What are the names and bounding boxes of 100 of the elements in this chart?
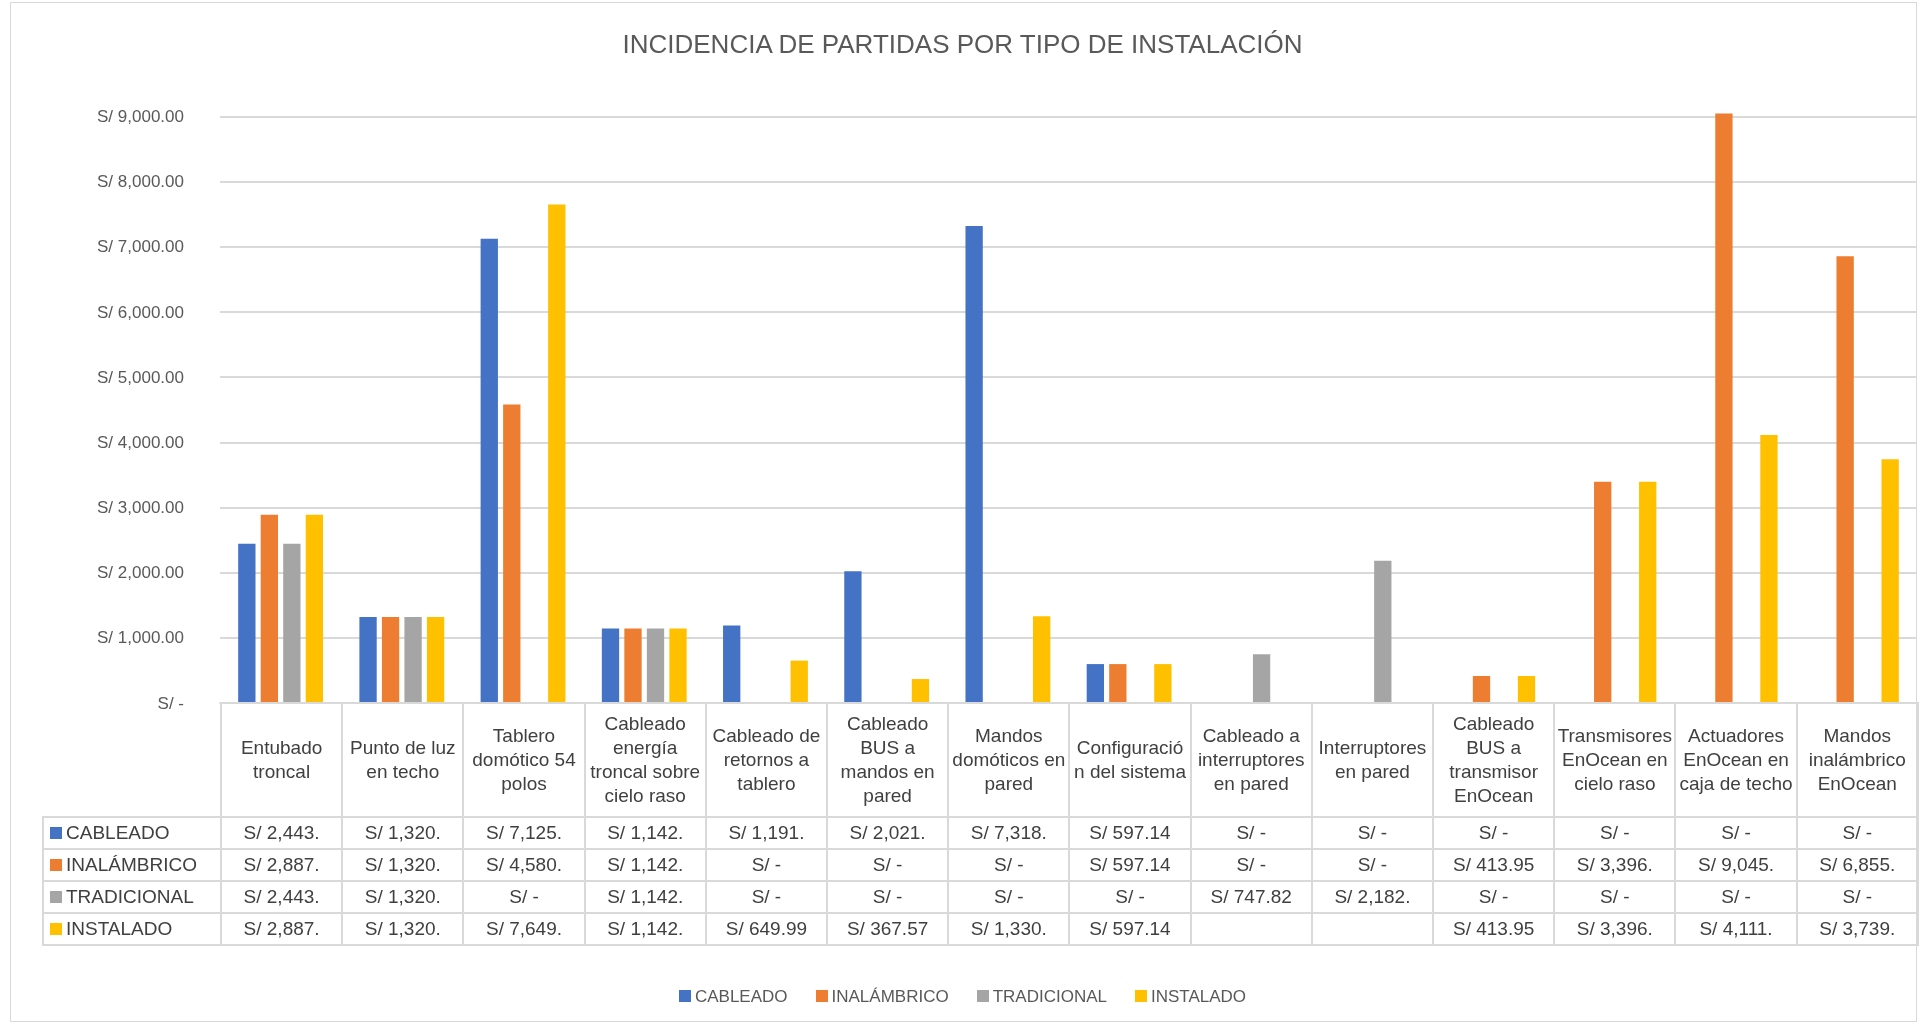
y-tick-label: S/ 5,000.00 — [97, 367, 184, 387]
bar — [1594, 481, 1612, 703]
data-label: S/ 2,887. — [221, 913, 343, 945]
text: S/ - — [751, 886, 782, 907]
text: S/ - — [1600, 886, 1630, 907]
bar — [548, 204, 566, 703]
text: S/ - — [1478, 822, 1509, 843]
text: S/ - — [1357, 822, 1388, 843]
bar — [1715, 113, 1733, 703]
bar — [624, 628, 642, 703]
text: CABLEADO — [694, 987, 788, 1006]
x-tick-label: Punto de luz en techo — [342, 703, 464, 817]
data-label: S/ 2,021. — [827, 817, 949, 849]
bar — [1033, 616, 1051, 703]
text: S/ - — [751, 854, 782, 875]
text: S/ - — [1721, 886, 1751, 907]
bar — [1472, 676, 1491, 703]
data-label: S/ 597.14 — [1069, 913, 1191, 945]
data-label: S/ 7,649. — [463, 913, 585, 945]
x-tick-label: Interruptores en pared — [1311, 703, 1434, 817]
text: S/ - — [994, 854, 1024, 875]
data-label: S/ 1,320. — [342, 913, 464, 945]
y-tick-label: S/ 8,000.00 — [97, 172, 184, 192]
text: S/ - — [1842, 886, 1873, 907]
data-label: S/ 747.82 — [1190, 881, 1312, 913]
bar — [1374, 560, 1392, 703]
x-tick-label: Actuadores EnOcean en caja de techo — [1675, 703, 1797, 817]
data-label: S/ 6,855. — [1796, 849, 1918, 881]
data-label: S/ 1,142. — [584, 881, 706, 913]
data-label: S/ 3,739. — [1796, 913, 1918, 945]
data-label: S/ 4,580. — [463, 849, 585, 881]
y-tick-label: S/ 3,000.00 — [97, 498, 184, 518]
x-tick-label: Cableado BUS a mandos en pared — [827, 703, 949, 817]
text: S/ - — [1236, 854, 1266, 875]
bar — [844, 571, 862, 703]
x-tick-label: Cableado BUS a transmisor EnOcean — [1433, 703, 1555, 817]
legend-label: CABLEADO — [43, 817, 221, 849]
bar — [723, 625, 741, 703]
x-tick-label: Cableado energía troncal sobre cielo raso — [584, 703, 706, 817]
data-label: S/ 9,045. — [1675, 849, 1797, 881]
x-tick-label: Cableado a interruptores en pared — [1190, 703, 1312, 817]
data-label: S/ 1,142. — [584, 817, 706, 849]
text: S/ - — [1236, 822, 1266, 843]
legend-label: INALÁMBRICO — [43, 849, 221, 881]
bar — [260, 514, 279, 703]
bar — [1836, 256, 1854, 703]
bar — [646, 628, 665, 703]
data-label: S/ 3,396. — [1554, 849, 1676, 881]
data-label: S/ 3,396. — [1554, 913, 1676, 945]
bar — [1252, 654, 1271, 703]
bar — [381, 616, 400, 703]
text: S/ - — [1721, 822, 1751, 843]
x-tick-label: Mandos inalámbrico EnOcean — [1796, 703, 1918, 817]
x-tick-label: Entubado troncal — [221, 703, 343, 817]
text: TRADICIONAL — [992, 987, 1107, 1006]
text: S/ - — [1478, 886, 1509, 907]
bar — [1086, 664, 1104, 703]
text: S/ - — [1600, 822, 1630, 843]
bar — [283, 543, 301, 703]
data-label: S/ 413.95 — [1433, 849, 1555, 881]
bar — [1760, 435, 1778, 703]
bar — [404, 616, 422, 703]
data-label: S/ 1,191. — [705, 817, 828, 849]
data-label: S/ 367.57 — [827, 913, 949, 945]
legend-label: INSTALADO — [43, 913, 221, 945]
bar — [503, 404, 521, 703]
bar — [480, 238, 498, 703]
bar — [1881, 459, 1899, 703]
x-tick-label: Cableado de retornos a tablero — [705, 703, 828, 817]
data-label: S/ 597.14 — [1069, 817, 1191, 849]
chart-title: INCIDENCIA DE PARTIDAS POR TIPO DE INSTALACIÓN — [622, 29, 1303, 59]
bar — [965, 226, 983, 703]
data-label: S/ 2,182. — [1311, 881, 1434, 913]
data-label: S/ 2,443. — [221, 817, 343, 849]
bar — [1109, 664, 1127, 703]
y-tick-label: S/ 4,000.00 — [97, 432, 184, 452]
text: S/ - — [872, 854, 903, 875]
y-tick-label: S/ - — [157, 693, 184, 713]
x-tick-label: Configuración del sistema — [1069, 703, 1191, 817]
data-label: S/ 4,111. — [1675, 913, 1797, 945]
bar — [426, 616, 445, 703]
bar — [1517, 676, 1536, 703]
bar — [790, 660, 808, 703]
data-label: S/ 1,320. — [342, 849, 464, 881]
data-label: S/ 2,443. — [221, 881, 343, 913]
data-label: S/ 649.99 — [705, 913, 828, 945]
data-label: S/ 7,125. — [463, 817, 585, 849]
x-tick-label: Mandos domóticos en pared — [948, 703, 1070, 817]
bar — [238, 543, 256, 703]
x-tick-label: Transmisores EnOcean en cielo raso — [1554, 703, 1676, 817]
y-tick-label: S/ 1,000.00 — [97, 628, 184, 648]
bar — [601, 628, 620, 703]
text: S/ - — [872, 886, 903, 907]
y-tick-label: S/ 7,000.00 — [97, 237, 184, 257]
bar — [305, 514, 324, 703]
data-label: S/ 1,142. — [584, 849, 706, 881]
text: S/ - — [1842, 822, 1873, 843]
x-tick-label: Tablero domótico 54 polos — [463, 703, 585, 817]
legend-label: TRADICIONAL — [43, 881, 221, 913]
text: S/ - — [1115, 886, 1145, 907]
